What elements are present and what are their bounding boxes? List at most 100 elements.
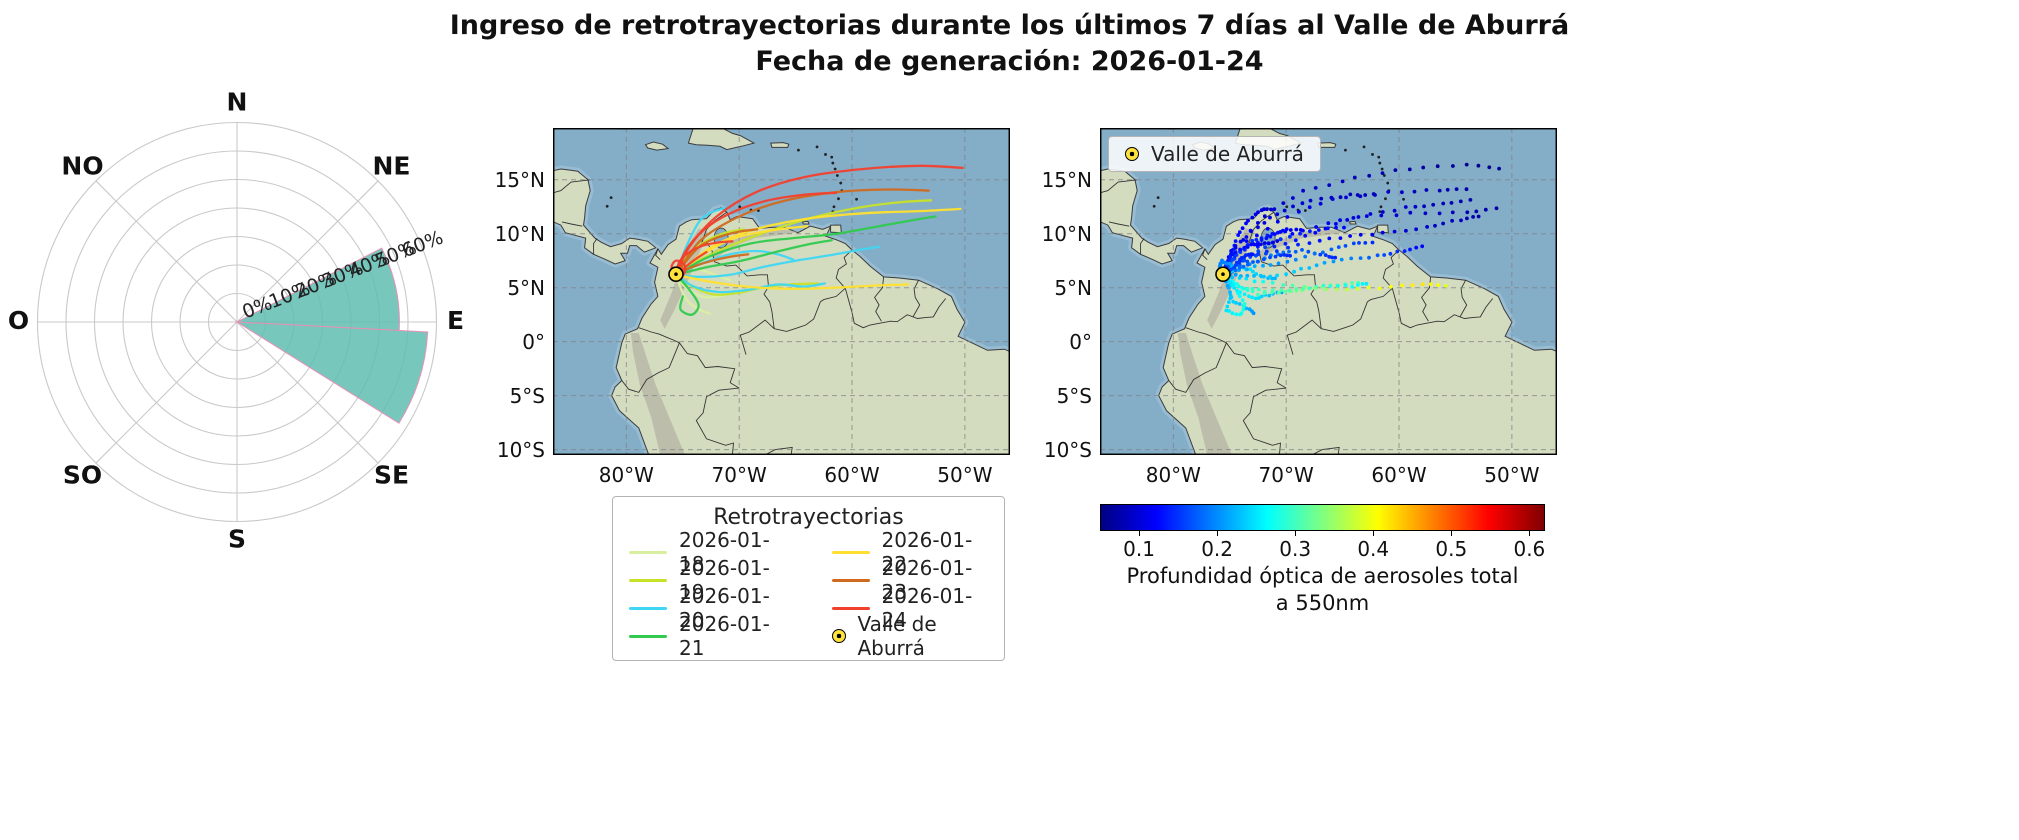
aod-point <box>1231 283 1236 288</box>
aod-point <box>1299 266 1303 271</box>
aod-point <box>1288 253 1292 258</box>
aod-point <box>1363 193 1368 197</box>
aod-point <box>1318 201 1323 206</box>
aod-point <box>1278 237 1283 242</box>
aod-point <box>1261 257 1266 262</box>
aod-point <box>1282 253 1287 257</box>
aod-point <box>1266 241 1271 246</box>
aod-point <box>1271 288 1275 293</box>
trajectory-map-panel <box>553 128 1010 455</box>
colorbar-tick-label: 0.2 <box>1201 537 1233 561</box>
aod-point <box>1256 210 1260 215</box>
aod-point <box>1382 253 1387 257</box>
aod-point <box>1352 175 1357 180</box>
aod-point <box>1375 253 1380 258</box>
colorbar-tick-mark <box>1295 531 1297 536</box>
trajectory-2026-01-24 <box>674 191 838 276</box>
colorbar-label-line2: a 550nm <box>1275 591 1370 616</box>
landmass <box>687 128 756 151</box>
aod-point <box>1451 164 1455 168</box>
aod-point <box>1265 207 1269 212</box>
aod-point <box>1351 216 1356 220</box>
aod-point <box>1252 242 1257 247</box>
x-tick-label: 80°W <box>1145 463 1201 487</box>
legend-entry-2026-01-21: 2026-01-21 <box>629 612 786 660</box>
aod-point <box>1342 225 1346 230</box>
y-tick-label: 10°S <box>496 437 545 462</box>
aod-point <box>1296 242 1300 247</box>
colorbar-tick-mark <box>1451 531 1453 536</box>
aod-point <box>1445 187 1450 192</box>
country-border <box>655 248 661 261</box>
small-island <box>1379 205 1383 209</box>
aod-point <box>1236 291 1240 296</box>
aod-point <box>1350 285 1355 289</box>
legend-line-sample <box>831 606 870 610</box>
aod-point <box>1261 279 1266 284</box>
trajectory-2026-01-21 <box>674 215 937 276</box>
aod-point <box>1339 257 1344 262</box>
aod-point <box>1394 213 1399 218</box>
aod-point <box>1259 238 1264 242</box>
aod-point <box>1245 259 1250 264</box>
colorbar-label: Profundidad óptica de aerosoles total a … <box>1100 563 1545 618</box>
colorbar-tick-label: 0.1 <box>1123 537 1155 561</box>
aod-point <box>1245 286 1249 291</box>
aod-point <box>1314 225 1318 229</box>
aod-point <box>1420 282 1425 287</box>
aod-point <box>1345 218 1350 222</box>
windrose-sector <box>235 247 400 332</box>
aod-point <box>1297 209 1301 214</box>
compass-label-S: S <box>228 525 246 554</box>
aod-point <box>1242 258 1247 263</box>
aod-point <box>1313 286 1318 291</box>
small-island <box>1344 148 1347 152</box>
legend-line-sample <box>629 550 667 554</box>
aod-point <box>1303 233 1308 238</box>
aod-point <box>1235 282 1240 287</box>
aod-point <box>1286 245 1290 250</box>
aod-point <box>1264 251 1268 256</box>
aod-point <box>1276 261 1281 266</box>
aod-point <box>1231 257 1236 261</box>
aod-point <box>1271 240 1275 245</box>
aod-point <box>1308 198 1313 203</box>
aod-point <box>1265 226 1270 231</box>
aod-point <box>1356 215 1361 219</box>
aod-point <box>1229 267 1233 272</box>
aod-point <box>1298 231 1302 236</box>
colorbar-tick-label: 0.4 <box>1357 537 1390 561</box>
trajectory-legend-title: Retrotrayectorias <box>713 505 904 530</box>
country-border <box>1310 446 1340 455</box>
aod-point <box>1321 283 1326 288</box>
aod-point <box>1458 199 1463 204</box>
aod-point <box>1272 232 1277 236</box>
aod-point <box>1268 263 1273 267</box>
aod-point <box>1306 249 1311 254</box>
aod-point <box>1436 283 1441 287</box>
country-border <box>1202 248 1208 261</box>
trajectory-2026-01-20 <box>674 273 827 294</box>
aod-point <box>1262 207 1266 212</box>
aod-point <box>1250 215 1255 220</box>
x-tick-label: 50°W <box>1484 463 1540 487</box>
x-tick-label: 50°W <box>937 463 993 487</box>
aod-point <box>1238 239 1243 244</box>
aod-point <box>1270 280 1275 285</box>
colorbar-tick-label: 0.6 <box>1513 537 1546 561</box>
aod-point <box>1308 229 1312 234</box>
country-border <box>679 342 740 389</box>
trajectory-legend: Retrotrayectorias 2026-01-18 2026-01-19 20… <box>612 496 1005 661</box>
legend-line-sample <box>629 578 667 582</box>
aod-point <box>1302 284 1307 289</box>
aod-point <box>1269 207 1273 212</box>
aod-point <box>1322 260 1327 265</box>
aod-point <box>1318 252 1323 257</box>
small-island <box>837 197 840 201</box>
aod-point <box>1357 241 1361 245</box>
compass-label-NE: NE <box>372 151 410 180</box>
aod-point <box>1275 219 1280 224</box>
aod-point <box>1256 292 1260 297</box>
aod-point <box>1323 287 1328 292</box>
